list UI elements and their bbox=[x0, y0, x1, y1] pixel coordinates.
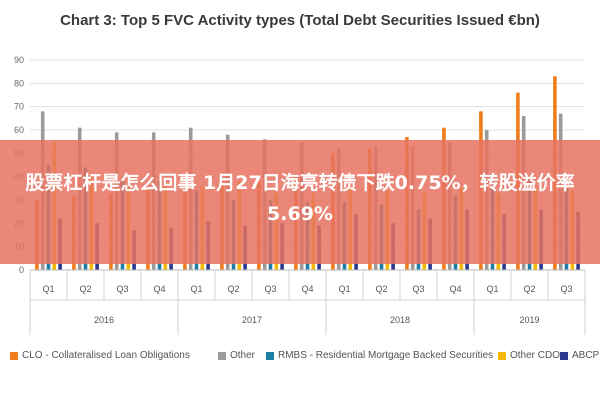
year-label: 2016 bbox=[94, 315, 114, 325]
legend-item: Other CDO bbox=[498, 350, 560, 361]
y-tick-label: 80 bbox=[14, 78, 24, 88]
legend-item: Other bbox=[218, 350, 255, 361]
x-tick-label: Q1 bbox=[338, 284, 350, 294]
x-tick-label: Q1 bbox=[486, 284, 498, 294]
y-tick-label: 60 bbox=[14, 125, 24, 135]
legend-item: ABCP bbox=[560, 350, 599, 361]
legend-swatch bbox=[560, 351, 568, 360]
legend-label: RMBS - Residential Mortgage Backed Secur… bbox=[278, 350, 494, 361]
y-tick-label: 0 bbox=[19, 265, 24, 275]
legend-item: CLO - Collateralised Loan Obligations bbox=[10, 350, 190, 361]
x-tick-label: Q3 bbox=[412, 284, 424, 294]
legend-swatch bbox=[498, 351, 506, 360]
year-label: 2018 bbox=[390, 315, 410, 325]
x-tick-label: Q4 bbox=[301, 284, 313, 294]
legend-swatch bbox=[10, 351, 18, 360]
x-tick-label: Q2 bbox=[375, 284, 387, 294]
legend-swatch bbox=[266, 351, 274, 360]
x-tick-label: Q2 bbox=[523, 284, 535, 294]
chart-legend: CLO - Collateralised Loan Obligations Oth… bbox=[10, 350, 600, 370]
x-tick-label: Q4 bbox=[153, 284, 165, 294]
x-tick-label: Q3 bbox=[116, 284, 128, 294]
legend-label: Other CDO bbox=[510, 350, 561, 361]
y-tick-label: 90 bbox=[14, 55, 24, 65]
chart-title: Chart 3: Top 5 FVC Activity types (Total… bbox=[60, 12, 540, 29]
overlay-banner bbox=[0, 140, 600, 264]
y-tick-label: 70 bbox=[14, 102, 24, 112]
legend-label: ABCP bbox=[572, 350, 600, 361]
legend-label: Other bbox=[230, 350, 256, 361]
legend-label: CLO - Collateralised Loan Obligations bbox=[22, 350, 190, 361]
year-label: 2019 bbox=[519, 315, 539, 325]
year-label: 2017 bbox=[242, 315, 262, 325]
legend-swatch bbox=[218, 351, 226, 360]
x-tick-label: Q3 bbox=[264, 284, 276, 294]
overlay-headline: 股票杠杆是怎么回事 1月27日海亮转债下跌0.75%，转股溢价率5.69% bbox=[25, 172, 575, 225]
x-tick-label: Q1 bbox=[190, 284, 202, 294]
x-tick-label: Q4 bbox=[449, 284, 461, 294]
x-tick-label: Q1 bbox=[42, 284, 54, 294]
x-tick-label: Q3 bbox=[560, 284, 572, 294]
x-tick-label: Q2 bbox=[79, 284, 91, 294]
legend-item: RMBS - Residential Mortgage Backed Secur… bbox=[266, 350, 493, 361]
x-tick-label: Q2 bbox=[227, 284, 239, 294]
